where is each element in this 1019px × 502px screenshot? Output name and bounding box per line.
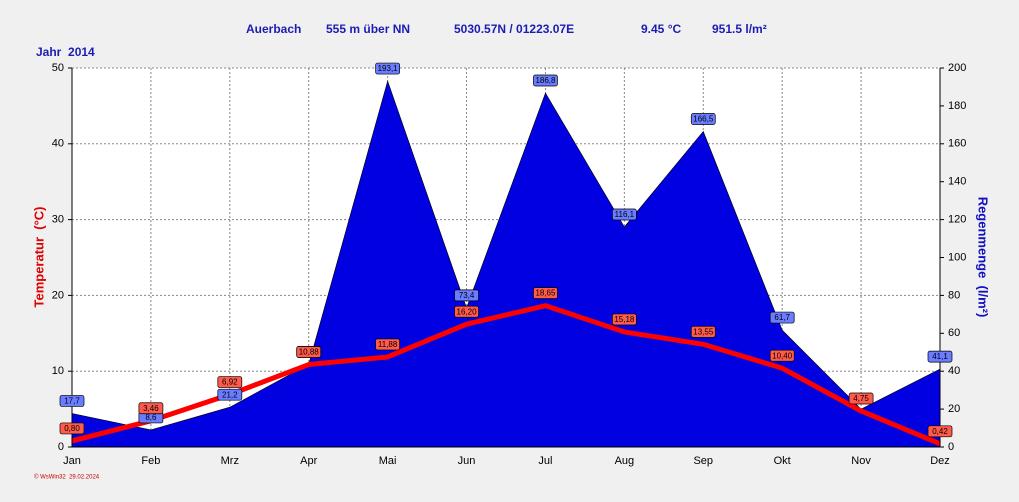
value-label-box bbox=[690, 325, 716, 338]
x-tick-label: Nov bbox=[851, 455, 871, 467]
y-tick-label: 30 bbox=[52, 214, 64, 226]
y2-axis-title: Regenmenge (l/m²) bbox=[976, 197, 991, 318]
x-tick-label: Dez bbox=[930, 455, 950, 467]
y2-tick-label: 40 bbox=[948, 365, 960, 377]
temp-line bbox=[71, 303, 941, 447]
value-label: 18,65 bbox=[535, 289, 556, 298]
value-label-box bbox=[217, 388, 243, 401]
x-tick-label: Jun bbox=[458, 455, 476, 467]
y2-tick-label: 140 bbox=[948, 176, 966, 188]
value-label-box bbox=[769, 311, 795, 324]
x-tick-label: Okt bbox=[774, 455, 791, 467]
value-label: 6,92 bbox=[222, 378, 238, 387]
header-altitude: 555 m über NN bbox=[326, 22, 410, 36]
value-label: 11,88 bbox=[378, 340, 398, 349]
x-tick-label: Mrz bbox=[221, 455, 239, 467]
value-label-box bbox=[138, 402, 164, 415]
value-label-box bbox=[927, 350, 953, 363]
value-label: 15,18 bbox=[614, 315, 635, 324]
x-tick-label: Apr bbox=[300, 455, 317, 467]
value-label: 13,55 bbox=[693, 327, 714, 336]
header-rain: 951.5 l/m² bbox=[712, 22, 767, 36]
y-tick-label: 40 bbox=[52, 138, 64, 150]
value-label: 3,46 bbox=[143, 404, 159, 413]
value-label: 4,75 bbox=[853, 394, 869, 403]
y2-tick-label: 200 bbox=[948, 62, 966, 74]
x-tick-label: Feb bbox=[141, 455, 160, 467]
y2-tick-label: 100 bbox=[948, 251, 966, 263]
header-temp: 9.45 °C bbox=[641, 22, 681, 36]
value-label-box bbox=[375, 338, 400, 351]
value-label: 61,7 bbox=[774, 313, 790, 322]
value-label: 193,1 bbox=[378, 64, 399, 73]
value-label-box bbox=[59, 422, 85, 435]
y2-tick-label: 120 bbox=[948, 214, 966, 226]
value-label: 10,88 bbox=[299, 348, 320, 357]
value-label-box bbox=[927, 425, 953, 438]
x-tick-label: Jan bbox=[63, 455, 81, 467]
value-label: 0,42 bbox=[932, 427, 948, 436]
footer: © WsWin32 29.02.2024 bbox=[34, 474, 100, 481]
y2-tick-label: 60 bbox=[948, 327, 960, 339]
value-label: 17,7 bbox=[64, 397, 80, 406]
value-label: 10,40 bbox=[772, 351, 793, 360]
value-label-box bbox=[217, 376, 243, 388]
rain-area bbox=[71, 80, 941, 448]
value-label-box bbox=[533, 74, 558, 87]
value-label: 41,1 bbox=[932, 352, 948, 361]
value-label-box bbox=[454, 305, 479, 318]
value-label-box bbox=[533, 287, 558, 299]
value-label-box bbox=[612, 313, 637, 326]
value-label-box bbox=[690, 113, 716, 125]
y2-tick-label: 20 bbox=[948, 403, 960, 415]
y-tick-label: 20 bbox=[52, 289, 64, 301]
y2-tick-label: 80 bbox=[948, 289, 960, 301]
value-label: 116,1 bbox=[615, 210, 635, 219]
value-label: 21,2 bbox=[222, 390, 238, 399]
value-label-box bbox=[59, 395, 85, 407]
value-label-box bbox=[612, 208, 637, 221]
y2-tick-label: 0 bbox=[948, 441, 954, 453]
value-label: 8,6 bbox=[145, 413, 157, 422]
y2-tick-label: 160 bbox=[948, 138, 966, 150]
value-label: 73,4 bbox=[459, 291, 475, 300]
subtitle: Jahr 2014 bbox=[36, 45, 95, 59]
value-label-box bbox=[454, 289, 479, 302]
value-label-box bbox=[375, 62, 400, 75]
value-label: 166,5 bbox=[693, 115, 714, 124]
y2-tick-label: 180 bbox=[948, 100, 966, 112]
header-coords: 5030.57N / 01223.07E bbox=[454, 22, 574, 36]
x-tick-label: Aug bbox=[615, 455, 635, 467]
y-axis-title: Temperatur (°C) bbox=[31, 206, 46, 307]
value-label-box bbox=[296, 346, 322, 358]
y-tick-label: 0 bbox=[58, 441, 64, 453]
y-tick-label: 10 bbox=[52, 365, 64, 377]
x-tick-label: Sep bbox=[693, 455, 713, 467]
x-tick-label: Mai bbox=[379, 455, 397, 467]
value-label-box bbox=[848, 392, 874, 405]
y-tick-label: 50 bbox=[52, 62, 64, 74]
value-label: 186,8 bbox=[535, 76, 556, 85]
x-tick-label: Jul bbox=[538, 455, 552, 467]
header-station: Auerbach bbox=[246, 22, 301, 36]
value-label: 16,20 bbox=[457, 307, 478, 316]
value-label: 0,80 bbox=[64, 424, 80, 433]
value-label-box bbox=[769, 349, 795, 362]
